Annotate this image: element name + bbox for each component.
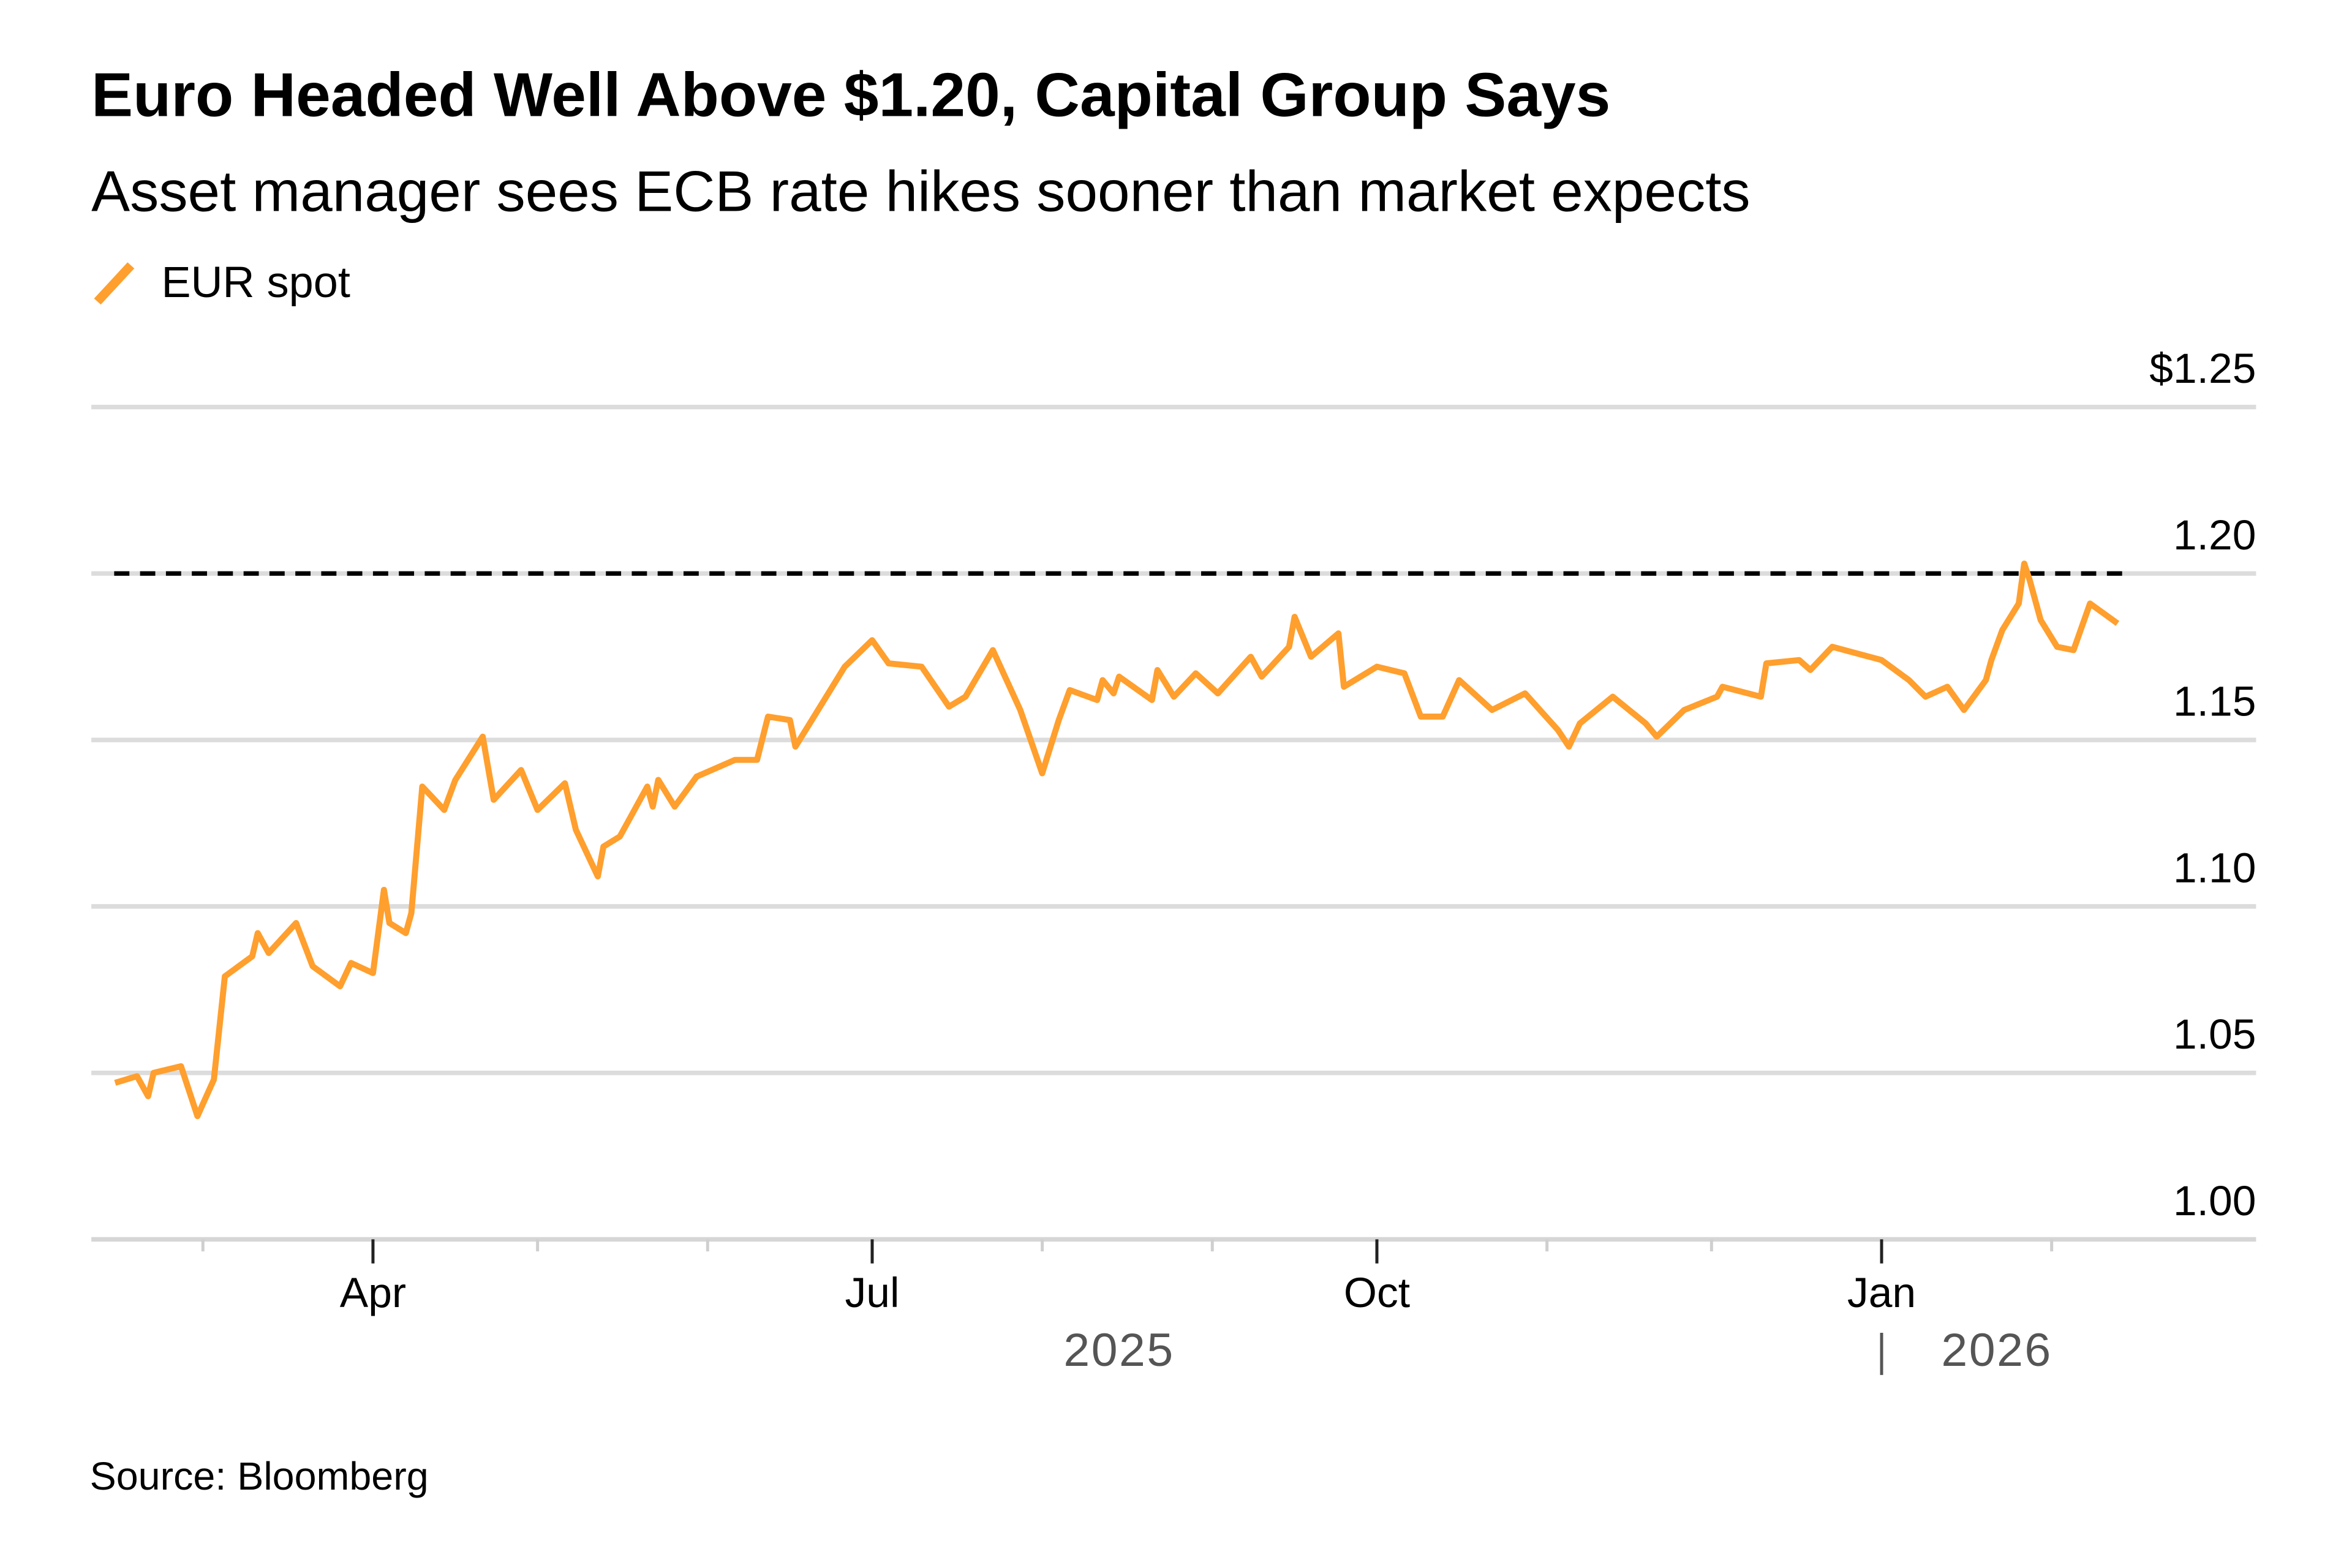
y-tick-label: 1.00 (2173, 1177, 2256, 1224)
y-tick-label: 1.10 (2173, 844, 2256, 892)
chart-subtitle: Asset manager sees ECB rate hikes sooner… (91, 159, 1751, 223)
year-label: 2025 (1063, 1324, 1174, 1376)
x-tick-label: Apr (340, 1268, 406, 1316)
y-tick-label: 1.20 (2173, 511, 2256, 559)
y-tick-label: $1.25 (2149, 345, 2256, 393)
y-tick-label: 1.05 (2173, 1011, 2256, 1058)
x-tick-label: Jan (1847, 1268, 1916, 1316)
series-points (115, 564, 2118, 1117)
series-line-eur-spot (114, 560, 2120, 1120)
y-axis: $1.25 1.20 1.15 1.10 1.05 1.00 (2149, 345, 2256, 1224)
gridlines (91, 404, 2256, 1242)
legend-swatch-eur-spot (94, 262, 135, 305)
chart-title: Euro Headed Well Above $1.20, Capital Gr… (91, 61, 1610, 129)
x-axis: Apr Jul Oct Jan 2025 2026 (201, 1239, 2054, 1376)
legend: EUR spot (94, 258, 350, 307)
legend-label-eur-spot: EUR spot (161, 258, 350, 307)
source-note: Source: Bloomberg (90, 1454, 429, 1498)
x-tick-label: Oct (1344, 1268, 1410, 1316)
year-label: 2026 (1941, 1324, 2052, 1376)
x-tick-label: Jul (845, 1268, 900, 1316)
y-tick-label: 1.15 (2173, 677, 2256, 725)
